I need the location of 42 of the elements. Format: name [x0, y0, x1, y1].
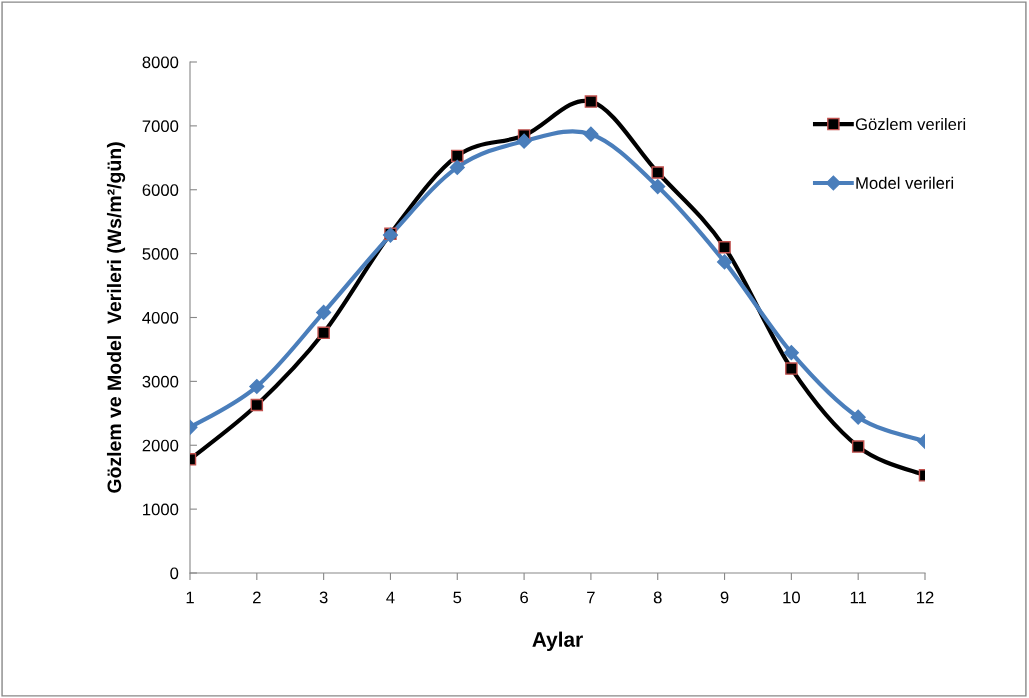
- point: [583, 126, 599, 142]
- y-tick-label: 2000: [142, 439, 179, 452]
- point: [516, 133, 532, 149]
- legend-label: Gözlem verileri: [855, 117, 966, 131]
- point: [317, 326, 330, 340]
- point: [783, 345, 799, 361]
- point: [651, 166, 664, 179]
- y-tick-label: 4000: [142, 311, 179, 324]
- x-tick-label: 4: [386, 591, 395, 604]
- point: [451, 149, 464, 163]
- x-tick-label: 7: [587, 591, 595, 604]
- point: [584, 95, 598, 108]
- legend-label: Model verileri: [856, 176, 954, 189]
- point: [250, 398, 264, 412]
- point: [785, 362, 798, 375]
- x-axis-title: Aylar: [532, 631, 583, 652]
- point: [249, 378, 265, 395]
- point: [316, 304, 332, 320]
- x-tick-label: 5: [453, 591, 462, 604]
- x-tick-label: 1: [186, 591, 194, 604]
- x-tick-label: 9: [720, 591, 729, 604]
- y-tick-label: 0: [170, 567, 179, 580]
- point: [850, 409, 866, 425]
- x-tick-label: 3: [319, 591, 328, 604]
- point: [716, 254, 733, 270]
- x-tick-label: 11: [850, 591, 867, 604]
- y-tick-label: 6000: [142, 184, 179, 196]
- point: [449, 159, 465, 175]
- x-tick-label: 2: [253, 591, 261, 604]
- y-tick-label: 7000: [142, 120, 179, 133]
- x-tick-label: 8: [653, 591, 662, 604]
- x-tick-label: 6: [520, 591, 528, 604]
- point: [851, 440, 865, 453]
- y-tick-label: 5000: [142, 248, 179, 260]
- point: [718, 240, 731, 254]
- x-tick-label: 10: [783, 591, 800, 604]
- x-tick-label: 12: [917, 591, 934, 604]
- y-tick-label: 3000: [142, 375, 179, 388]
- y-tick-label: 1000: [143, 503, 179, 516]
- y-axis-title: Gözlem ve Model Verileri (Ws/m²/gün): [106, 142, 126, 493]
- y-tick-label: 8000: [142, 56, 179, 69]
- point: [650, 178, 666, 195]
